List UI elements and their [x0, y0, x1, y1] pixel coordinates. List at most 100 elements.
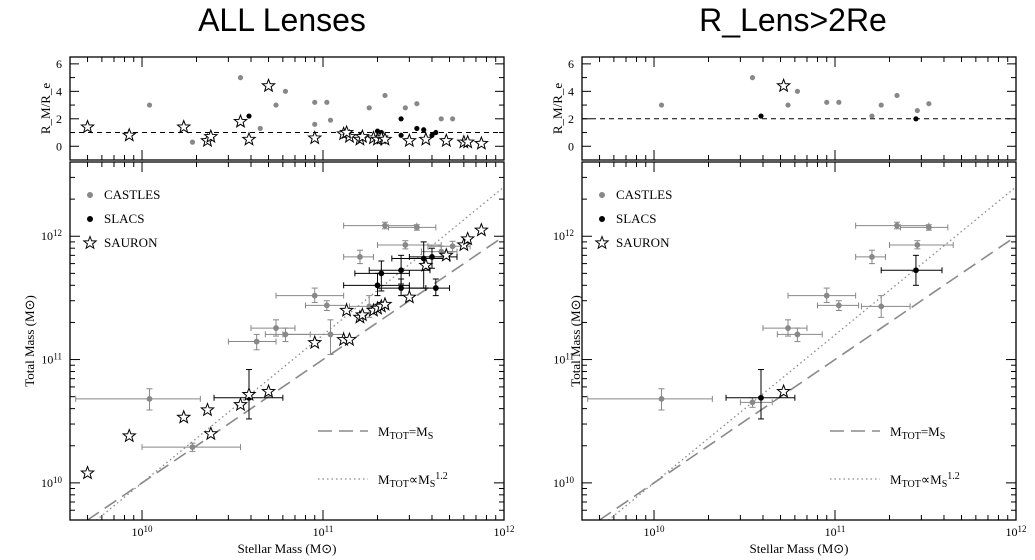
data-point [658, 102, 665, 108]
tick-exponent: 11 [53, 352, 62, 362]
data-point [414, 125, 420, 132]
sauron-star [232, 396, 249, 412]
line-legend-label: MTOT∝MS1.2 [378, 471, 448, 490]
legend-star [82, 235, 98, 250]
top-y-tick-label: 0 [56, 139, 62, 153]
data-point [758, 394, 764, 401]
top-y-axis-label: R_M/R_e [38, 83, 53, 135]
sauron-star [418, 257, 434, 272]
data-point [273, 325, 279, 331]
tick-mantissa: 10 [553, 229, 565, 243]
label-part: M [378, 424, 390, 439]
data-point [146, 395, 153, 402]
data-point [914, 107, 920, 114]
tick-exponent: 10 [565, 475, 575, 485]
error-bar [587, 388, 713, 411]
y-tick-label: 1011 [553, 352, 574, 367]
sauron-star [203, 128, 219, 144]
x-axis-label: Stellar Mass (M⊙) [238, 541, 337, 556]
sauron-star [176, 409, 192, 424]
sauron-star [121, 127, 137, 142]
data-point [914, 242, 921, 248]
data-point [449, 243, 456, 250]
tick-mantissa: 10 [132, 525, 144, 539]
data-point [869, 253, 875, 260]
top-y-tick-label: 0 [568, 139, 574, 153]
data-point [282, 88, 289, 94]
error-bar [227, 333, 277, 351]
data-point [327, 117, 334, 123]
label-subscript: TOT [390, 479, 409, 490]
error-bar [880, 254, 943, 286]
data-point [382, 92, 388, 99]
sauron-star [377, 131, 393, 146]
error-bar [75, 388, 201, 411]
chart-title: ALL Lenses [198, 2, 366, 38]
tick-exponent: 12 [1018, 524, 1027, 534]
legend-label: SAURON [104, 235, 158, 250]
tick-exponent: 11 [565, 352, 574, 362]
legend-label: SAURON [616, 235, 670, 250]
legend-dot [87, 192, 93, 198]
x-axis-label: Stellar Mass (M⊙) [750, 541, 849, 556]
sauron-star [401, 289, 417, 304]
legend-dot [599, 192, 605, 198]
sauron-star [339, 124, 355, 139]
tick-mantissa: 10 [313, 525, 325, 539]
sauron-star [176, 119, 192, 134]
main-data [75, 221, 489, 480]
top-y-tick-label: 4 [56, 84, 62, 98]
legend-label: CASTLES [104, 187, 160, 202]
label-part: ∝M [921, 472, 942, 487]
main-data [587, 221, 954, 420]
y-tick-label: 1010 [553, 475, 575, 490]
tick-exponent: 10 [53, 475, 63, 485]
top-y-axis-label: R_M/R_e [550, 83, 565, 135]
data-point [449, 116, 456, 122]
data-point [835, 302, 842, 309]
data-point [246, 113, 252, 119]
y-axis-label: Total Mass (M⊙) [568, 295, 583, 387]
sauron-star [473, 222, 489, 237]
data-point [413, 224, 420, 231]
data-point [913, 267, 919, 274]
error-bar [888, 240, 954, 250]
data-point [878, 303, 885, 310]
data-point [311, 292, 318, 299]
sauron-star [339, 302, 355, 317]
data-point [894, 222, 900, 229]
top-series-slacs [758, 113, 919, 122]
data-point [824, 99, 830, 105]
chart-title: R_Lens>2Re [699, 2, 887, 38]
data-point [398, 285, 404, 291]
error-bar [408, 278, 451, 297]
data-point [378, 270, 385, 277]
series-slacs [725, 254, 943, 420]
tick-mantissa: 10 [553, 476, 565, 490]
error-bar [739, 397, 773, 408]
error-bar [816, 300, 860, 311]
top-y-tick-label: 6 [568, 57, 574, 71]
y-axis-label: Total Mass (M⊙) [22, 295, 37, 387]
data-point [429, 253, 435, 260]
sauron-star [473, 135, 489, 150]
main-panel-frame [69, 161, 505, 521]
data-point [312, 99, 318, 105]
data-point [823, 292, 830, 299]
y-tick-label: 1012 [41, 229, 62, 244]
sauron-star [776, 77, 792, 93]
data-point [237, 75, 244, 81]
tick-mantissa: 10 [553, 353, 565, 367]
sauron-star [460, 134, 476, 149]
legend-label: CASTLES [616, 187, 672, 202]
data-point [327, 331, 334, 338]
tick-exponent: 12 [506, 524, 515, 534]
tick-mantissa: 10 [494, 525, 506, 539]
data-point [794, 331, 801, 338]
x-tick-label: 1011 [825, 524, 846, 539]
data-point [312, 121, 318, 127]
data-point [785, 325, 791, 331]
label-part: M [890, 424, 902, 439]
legend-label: SLACS [104, 211, 144, 226]
